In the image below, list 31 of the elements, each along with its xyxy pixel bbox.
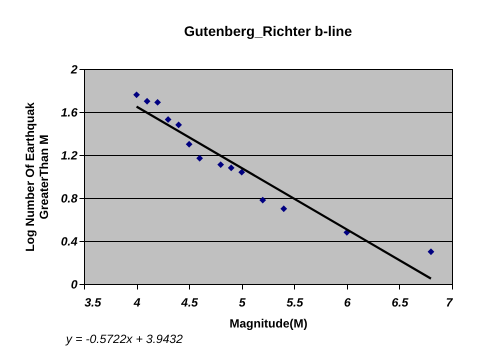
y-axis-title: Log Number Of Earthquak GreaterThan M	[22, 102, 51, 252]
text: y = -0.5722x + 3.9432	[65, 332, 184, 346]
x-tick-label: 7	[446, 296, 454, 310]
point	[217, 161, 224, 168]
point	[154, 98, 161, 106]
point	[238, 168, 246, 176]
x-tick-label: 4	[132, 296, 141, 310]
point	[164, 116, 172, 123]
x-tick-label: 6	[344, 296, 352, 310]
x-tick-label: 3.5	[84, 296, 102, 310]
y-tick-label: 2	[70, 62, 78, 76]
point	[428, 248, 434, 256]
point	[259, 196, 266, 204]
chart-title: Gutenberg_Richter b-line	[184, 23, 352, 39]
y-tick-label: 0.4	[60, 234, 78, 248]
y-tick-label: 0.8	[60, 192, 78, 206]
point	[144, 98, 150, 105]
point	[175, 122, 182, 128]
point	[196, 154, 204, 162]
x-tick-label: 4.5	[180, 296, 198, 310]
y-tick-label: 1.6	[60, 106, 78, 120]
point	[228, 164, 235, 172]
x-axis-title: Magnitude(M)	[230, 316, 308, 330]
point	[280, 205, 288, 212]
point	[186, 140, 192, 148]
y-tick-label: 1.2	[60, 148, 78, 162]
point	[133, 91, 140, 98]
x-tick-label: 5.5	[286, 296, 304, 310]
x-tick-label: 5	[238, 296, 246, 310]
x-tick-label: 6.5	[392, 296, 409, 310]
y-tick-label: 0	[70, 278, 78, 292]
